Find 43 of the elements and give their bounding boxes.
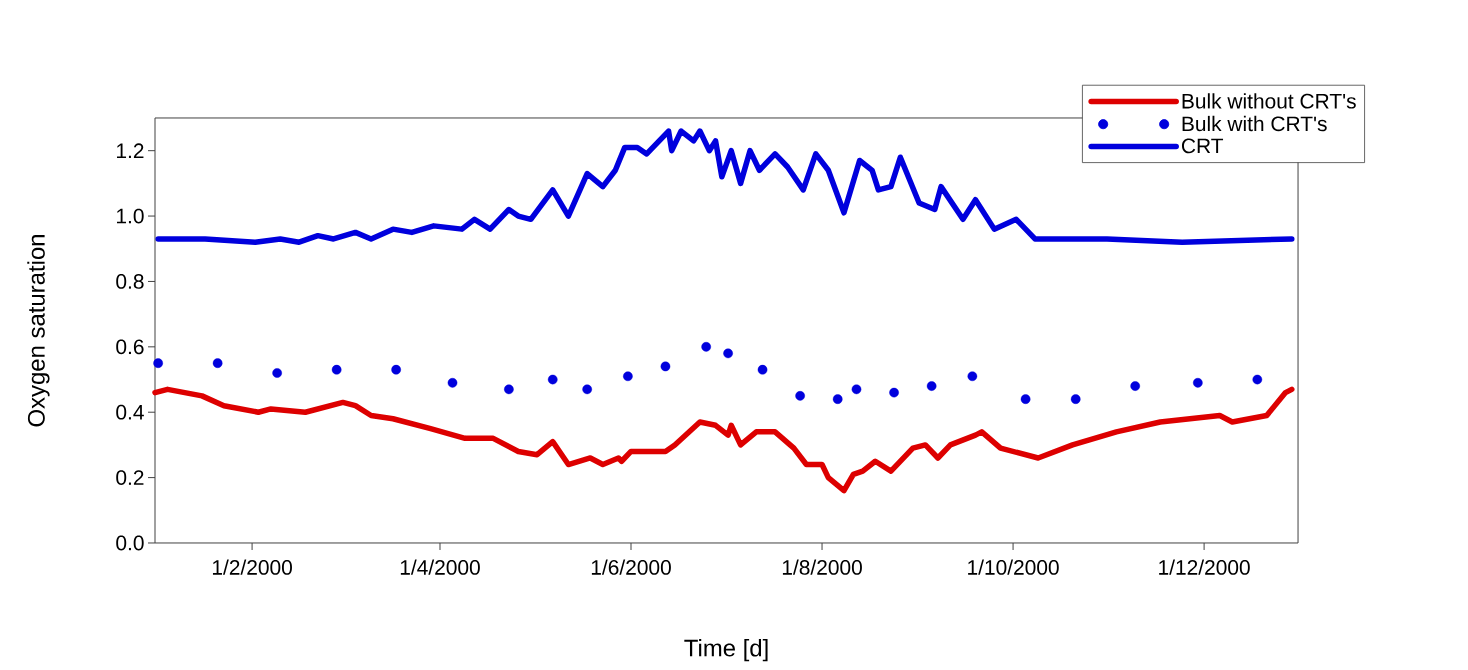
point xyxy=(153,358,163,368)
legend-label: Bulk without CRT's xyxy=(1182,93,1356,109)
x-tick-label: 1/4/2000 xyxy=(400,559,480,575)
point xyxy=(1252,374,1263,385)
point xyxy=(795,391,805,401)
point xyxy=(331,364,342,375)
point xyxy=(547,374,558,385)
point xyxy=(889,387,899,398)
point xyxy=(504,384,514,395)
x-tick-label: 1/6/2000 xyxy=(591,559,671,575)
x-tick-label: 1/2/2000 xyxy=(212,559,292,575)
point xyxy=(757,364,768,375)
point xyxy=(1070,394,1081,404)
y-tick-label: 0.4 xyxy=(116,404,144,420)
y-tick-label: 0.6 xyxy=(116,339,144,355)
legend-label: CRT xyxy=(1181,138,1224,154)
legend-label: Bulk with CRT's xyxy=(1182,115,1327,132)
y-tick-label: 1.2 xyxy=(117,143,144,158)
y-tick-label: 0.0 xyxy=(116,535,144,551)
point xyxy=(1130,381,1140,391)
point xyxy=(1193,377,1203,388)
point xyxy=(723,348,733,359)
y-tick-label: 0.8 xyxy=(116,274,144,289)
point xyxy=(212,358,223,368)
point xyxy=(1020,394,1031,404)
x-tick-label: 1/8/2000 xyxy=(782,559,862,575)
y-tick-label: 1.0 xyxy=(117,208,144,224)
point xyxy=(391,364,401,375)
y-axis-title: Oxygen saturation xyxy=(27,235,50,427)
point xyxy=(623,371,633,382)
point xyxy=(926,381,937,391)
point xyxy=(272,368,282,378)
point xyxy=(447,377,458,388)
point xyxy=(701,342,711,352)
point xyxy=(967,371,978,382)
y-tick-label: 0.2 xyxy=(116,470,144,486)
point xyxy=(832,394,843,404)
point xyxy=(660,361,671,372)
point xyxy=(851,384,862,395)
x-axis-title: Time [d] xyxy=(684,638,768,662)
x-tick-label: 1/12/2000 xyxy=(1159,559,1250,575)
x-tick-label: 1/10/2000 xyxy=(968,559,1059,575)
point xyxy=(582,384,592,395)
